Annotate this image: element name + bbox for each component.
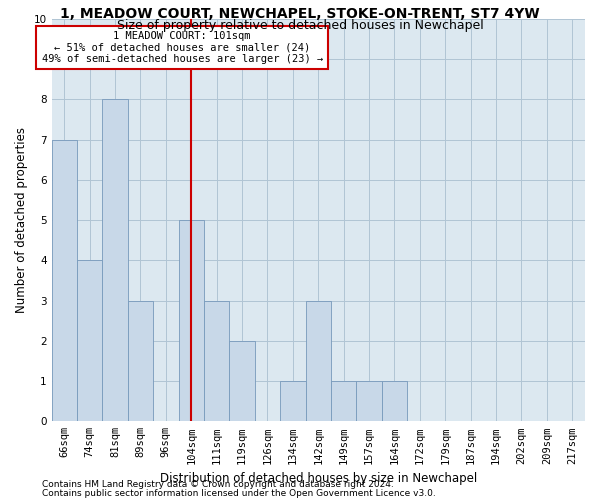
Text: Size of property relative to detached houses in Newchapel: Size of property relative to detached ho… <box>116 18 484 32</box>
Y-axis label: Number of detached properties: Number of detached properties <box>15 127 28 313</box>
Bar <box>204 300 229 422</box>
Bar <box>382 381 407 422</box>
Bar <box>229 341 255 421</box>
Text: 1, MEADOW COURT, NEWCHAPEL, STOKE-ON-TRENT, ST7 4YW: 1, MEADOW COURT, NEWCHAPEL, STOKE-ON-TRE… <box>60 8 540 22</box>
X-axis label: Distribution of detached houses by size in Newchapel: Distribution of detached houses by size … <box>160 472 477 485</box>
Bar <box>331 381 356 422</box>
Bar <box>280 381 305 422</box>
Bar <box>103 100 128 421</box>
Bar <box>179 220 204 422</box>
Bar <box>77 260 103 422</box>
Text: Contains public sector information licensed under the Open Government Licence v3: Contains public sector information licen… <box>42 489 436 498</box>
Bar <box>305 300 331 422</box>
Bar <box>52 140 77 422</box>
Bar <box>356 381 382 422</box>
Text: Contains HM Land Registry data © Crown copyright and database right 2024.: Contains HM Land Registry data © Crown c… <box>42 480 394 489</box>
Text: 1 MEADOW COURT: 101sqm
← 51% of detached houses are smaller (24)
49% of semi-det: 1 MEADOW COURT: 101sqm ← 51% of detached… <box>41 31 323 64</box>
Bar <box>128 300 153 422</box>
